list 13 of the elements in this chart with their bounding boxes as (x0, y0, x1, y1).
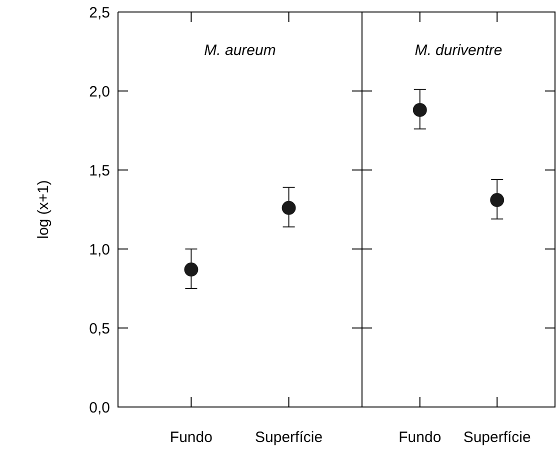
y-tick-label: 1,5 (89, 162, 110, 180)
y-tick-label: 0,0 (89, 399, 110, 416)
y-axis-title: log (x+1) (35, 180, 52, 239)
y-tick-label: 2,5 (89, 4, 110, 22)
x-tick-label: Fundo (398, 429, 442, 446)
y-tick-label: 2,0 (89, 83, 110, 100)
x-tick-label: Superfície (463, 429, 531, 446)
y-tick-label: 1,0 (89, 241, 110, 258)
x-tick-label: Superfície (255, 429, 323, 446)
text: M. aureum (204, 42, 276, 59)
x-tick-label: Fundo (170, 429, 212, 446)
y-tick-label: 0,5 (89, 320, 110, 338)
text: M. duriventre (414, 42, 502, 59)
